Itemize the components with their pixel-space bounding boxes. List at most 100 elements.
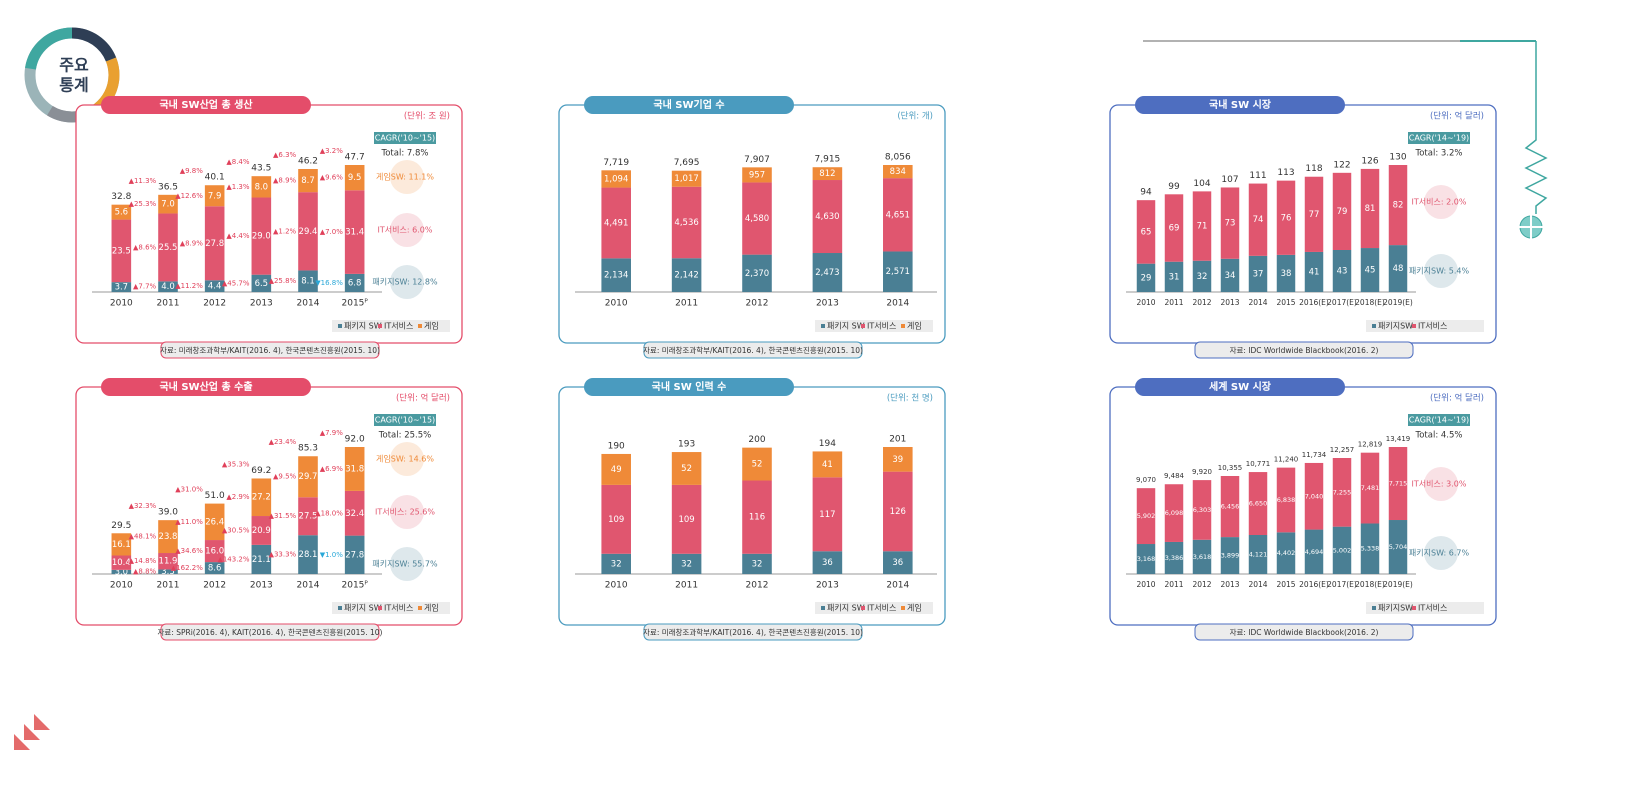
bar-segment [742, 167, 772, 183]
cagr-circle [1424, 254, 1458, 288]
growth-label: ▲48.1% [129, 533, 157, 541]
bar-segment [883, 551, 913, 574]
value-label: 29.0 [252, 232, 271, 242]
cagr-total: Total: 25.5% [378, 431, 431, 441]
growth-label: ▲18.0% [315, 509, 343, 517]
value-label: 4,121 [1249, 550, 1268, 558]
growth-label: ▲2.9% [226, 493, 250, 501]
x-tick-label: 2013 [250, 299, 273, 309]
growth-label: ▲143.2% [217, 555, 249, 563]
growth-label: ▲12.6% [175, 192, 203, 200]
value-label: 4,402 [1277, 549, 1296, 557]
x-tick-label: 2012 [1192, 580, 1211, 589]
value-label: 3,168 [1137, 555, 1156, 563]
cagr-box [374, 414, 436, 426]
bar-segment [158, 569, 178, 574]
source-tab [1194, 623, 1414, 641]
growth-label: ▼1.0% [320, 551, 344, 559]
bar-segment [742, 182, 772, 255]
header-badge: 주요 통계 [24, 27, 120, 123]
bar-segment [1192, 539, 1212, 574]
legend-label: IT서비스 [384, 604, 413, 613]
x-tick-label: 2019(E) [1383, 580, 1413, 589]
growth-label: ▲14.8% [129, 557, 157, 565]
bar-segment [883, 178, 913, 252]
value-label: 6.8 [348, 278, 362, 288]
bar-segment [601, 187, 631, 259]
growth-label: ▲162.2% [171, 564, 203, 572]
bar-segment [1276, 254, 1296, 292]
value-label: 1,017 [674, 174, 698, 184]
x-tick-label: 2013 [1220, 298, 1239, 307]
legend-bg [332, 602, 450, 614]
bar-segment [812, 253, 843, 292]
value-label: 109 [678, 515, 694, 525]
cagr-title: CAGR('10~'15) [375, 416, 435, 425]
bar-segment [158, 281, 178, 292]
value-label: 48 [1393, 264, 1404, 274]
value-label: 32 [1197, 272, 1208, 282]
growth-label: ▲25.8% [269, 277, 297, 285]
bar-segment [1220, 475, 1240, 538]
cagr-item: 패키지SW: 5.4% [1409, 266, 1470, 276]
value-label: 8.7 [301, 176, 315, 186]
source: 자료: 미래창조과학부/KAIT(2016. 4), 한국콘텐츠진흥원(2015… [160, 345, 380, 355]
bar-segment [111, 533, 132, 556]
bar-segment [671, 258, 702, 292]
unit: (단위: 억 달러) [396, 393, 450, 404]
bar-segment [1304, 251, 1324, 292]
bar-segment [1276, 180, 1296, 255]
unit: (단위: 억 달러) [1430, 111, 1484, 122]
x-tick-label: 2019(E) [1383, 298, 1413, 307]
ring-segment [24, 27, 120, 123]
legend-swatch [338, 606, 342, 610]
x-tick-label: 2014 [886, 299, 909, 309]
chart-title: 국내 SW 시장 [1209, 98, 1272, 111]
value-label: 82 [1393, 201, 1404, 211]
cagr-item: 게임SW: 14.6% [376, 454, 434, 464]
legend-swatch [1372, 606, 1376, 610]
value-label: 23.8 [159, 532, 178, 542]
total-label: 7,907 [744, 155, 770, 165]
x-tick-label: 2014 [297, 299, 320, 309]
value-label: 8.6 [208, 564, 222, 574]
value-label: 4,694 [1305, 548, 1324, 556]
bar-segment [204, 280, 225, 292]
bar-segment [601, 258, 631, 292]
bar-segment [111, 282, 132, 292]
value-label: 38 [1281, 269, 1292, 279]
legend-swatch [821, 324, 825, 328]
growth-label: ▲34.6% [175, 547, 203, 555]
value-label: 41 [1309, 267, 1320, 277]
cagr-item: IT서비스: 2.0% [1412, 198, 1467, 207]
x-tick-label: 2010 [1136, 580, 1155, 589]
bar-segment [1164, 194, 1184, 262]
value-label: 812 [819, 169, 835, 179]
value-label: 37 [1253, 269, 1264, 279]
bar-segment [1388, 165, 1408, 246]
source-tab [160, 341, 380, 359]
bar-segment [1136, 200, 1156, 264]
bar-segment [1304, 176, 1324, 252]
bar-segment [158, 520, 178, 554]
value-label: 36 [822, 558, 833, 568]
value-label: 3,618 [1193, 553, 1212, 561]
value-label: 6,098 [1165, 509, 1184, 517]
ring-segment [24, 27, 120, 123]
x-tick-label: 2012 [746, 581, 769, 591]
bar-segment [111, 204, 132, 220]
cagr-title: CAGR('10~'15) [375, 134, 435, 143]
title-pill [101, 378, 311, 396]
legend-label: IT서비스 [1418, 322, 1447, 331]
cagr-item: IT서비스: 3.0% [1412, 480, 1467, 489]
value-label: 29.4 [299, 227, 318, 237]
chart-title: 국내 SW산업 총 생산 [159, 98, 253, 111]
value-label: 3.7 [115, 283, 129, 293]
bar-segment [742, 254, 772, 292]
bar-segment [1164, 484, 1184, 542]
x-tick-label: 2013 [816, 299, 839, 309]
total-label: 9,920 [1192, 468, 1212, 476]
legend-swatch [418, 324, 422, 328]
bar-segment [111, 555, 132, 570]
cagr-box [1408, 132, 1470, 144]
